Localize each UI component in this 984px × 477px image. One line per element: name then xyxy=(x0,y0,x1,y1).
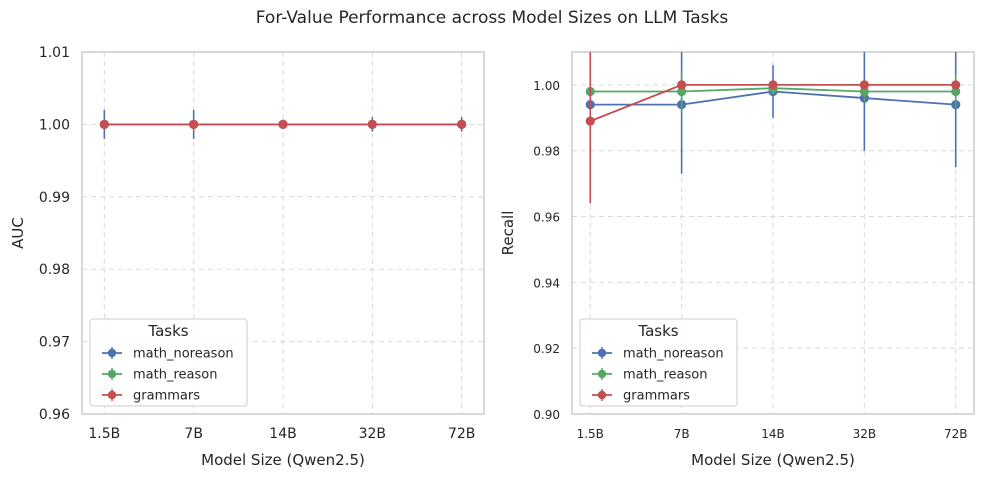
legend-label: math_reason xyxy=(623,368,707,383)
plot-frame xyxy=(571,51,975,415)
legend-marker xyxy=(107,390,117,400)
y-tick-label: 0.92 xyxy=(533,342,560,356)
y-tick-label: 0.98 xyxy=(39,262,70,278)
legend-marker xyxy=(597,390,607,400)
legend-label: grammars xyxy=(133,389,200,404)
y-tick-label: 0.94 xyxy=(533,276,560,290)
data-point xyxy=(768,80,778,90)
y-tick-label: 0.98 xyxy=(533,145,560,159)
legend-marker xyxy=(107,348,117,358)
x-axis-label: Model Size (Qwen2.5) xyxy=(201,451,365,469)
legend-marker xyxy=(597,348,607,358)
legend-title: Tasks xyxy=(637,322,678,340)
x-tick-label: 14B xyxy=(269,426,296,442)
data-point xyxy=(367,119,377,129)
y-tick-label: 0.97 xyxy=(39,335,70,351)
x-axis-label: Model Size (Qwen2.5) xyxy=(691,451,855,469)
legend: Tasks math_noreason math_reason grammars xyxy=(89,318,248,407)
x-tick-label: 72B xyxy=(944,427,968,441)
x-tick-label: 72B xyxy=(448,426,475,442)
y-tick-label: 0.90 xyxy=(533,408,560,422)
legend-label: grammars xyxy=(623,389,690,404)
legend-box xyxy=(89,318,248,407)
figure-title: For-Value Performance across Model Sizes… xyxy=(255,8,729,28)
x-tick-label: 7B xyxy=(184,426,203,442)
legend-marker xyxy=(107,369,117,379)
legend: Tasks math_noreason math_reason grammars xyxy=(579,318,738,407)
data-point xyxy=(457,119,467,129)
y-tick-label: 1.00 xyxy=(39,117,70,133)
y-tick-label: 0.96 xyxy=(533,211,560,225)
y-axis-label: AUC xyxy=(9,217,27,249)
legend-label: math_reason xyxy=(133,368,217,383)
y-tick-label: 1.01 xyxy=(39,45,70,61)
x-tick-label: 1.5B xyxy=(88,426,120,442)
x-tick-label: 7B xyxy=(674,427,690,441)
x-tick-label: 32B xyxy=(359,426,386,442)
x-tick-label: 14B xyxy=(761,427,785,441)
chart-panel-2: 1.5B 7B 14B 32B 72B 0.90 0.92 0.94 0.96 0.98 1.00 M… xyxy=(499,51,975,469)
data-point xyxy=(278,119,288,129)
y-tick-label: 0.96 xyxy=(39,407,70,423)
legend-title: Tasks xyxy=(147,322,188,340)
data-point xyxy=(951,86,961,97)
data-point xyxy=(189,119,199,129)
data-point xyxy=(859,80,869,90)
plot-area xyxy=(585,52,961,204)
y-tick-label: 0.99 xyxy=(39,190,70,206)
data-point xyxy=(677,86,687,97)
legend-label: math_noreason xyxy=(623,347,724,362)
plot-area xyxy=(99,109,467,139)
y-axis-label: Recall xyxy=(499,211,517,256)
legend-marker xyxy=(597,369,607,379)
series-grammars xyxy=(585,52,961,204)
data-point xyxy=(677,80,687,90)
data-point xyxy=(99,119,109,129)
data-point xyxy=(585,116,595,126)
x-tick-label: 1.5B xyxy=(577,427,604,441)
legend-box xyxy=(579,318,738,407)
y-tick-label: 1.00 xyxy=(533,79,560,93)
plot-frame xyxy=(81,51,485,415)
data-point xyxy=(951,80,961,90)
x-tick-label: 32B xyxy=(853,427,877,441)
chart-panel-1: 1.5B 7B 14B 32B 72B 0.96 0.97 0.98 0.99 1.00 1.01 M… xyxy=(9,45,485,469)
series-grammars xyxy=(99,119,467,129)
data-point xyxy=(859,86,869,97)
legend-label: math_noreason xyxy=(133,347,234,362)
